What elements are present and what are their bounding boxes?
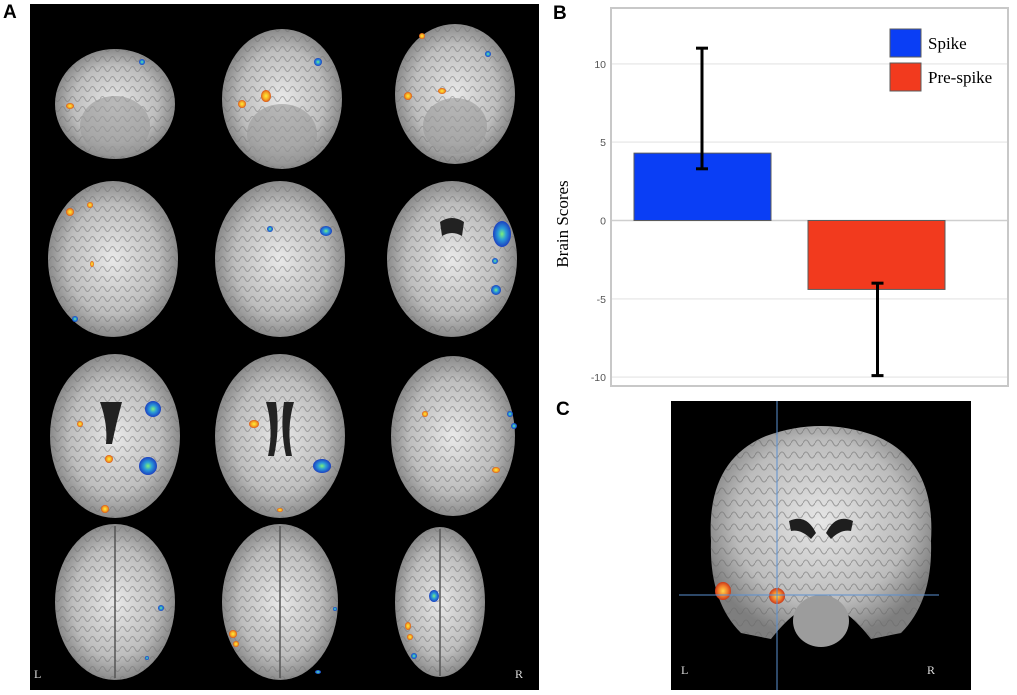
slice-r4-c3: [395, 527, 485, 677]
legend: Spike Pre-spike: [889, 28, 992, 92]
y-tick-label: -5: [597, 294, 606, 306]
legend-label-spike: Spike: [928, 34, 967, 53]
y-tick-label: 10: [594, 59, 606, 71]
slice-r3-c1: [50, 354, 180, 518]
panel-b-bar-chart: 10 5 0 -5 -10 Brain Scores Spike Pre-spike: [548, 4, 1014, 390]
y-tick-label: 5: [600, 137, 606, 149]
panel-c-letter: C: [556, 399, 570, 420]
y-tick-label: 0: [600, 216, 606, 228]
y-axis-label: Brain Scores: [553, 180, 572, 267]
bar-pre-spike: [807, 220, 946, 290]
axial-slices-figure: [48, 24, 517, 680]
panel-c-coronal-slice: L R: [671, 401, 971, 690]
coronal-slice-figure: [679, 401, 939, 690]
slice-r2-c2: [215, 181, 345, 337]
panel-a-letter: A: [3, 2, 17, 23]
slice-r3-c3: [391, 356, 517, 516]
slice-r2-c3: [387, 181, 517, 337]
slice-r1-c3: [395, 24, 515, 164]
panel-a-axial-slices: L R: [30, 4, 539, 690]
panel-a-right-label: R: [514, 667, 523, 681]
slice-r1-c1: [55, 49, 175, 159]
panel-a-left-label: L: [34, 667, 42, 681]
slice-r1-c2: [222, 29, 342, 169]
brain-scores-chart: 10 5 0 -5 -10 Brain Scores Spike Pre-spike: [553, 7, 1009, 387]
slice-r4-c2: [222, 524, 338, 680]
y-tick-label: -10: [591, 372, 606, 384]
legend-swatch-pre-spike: [889, 62, 922, 92]
panel-c-right-label: R: [926, 663, 935, 677]
panel-b-letter: B: [553, 3, 567, 24]
legend-label-pre-spike: Pre-spike: [928, 68, 992, 87]
slice-r2-c1: [48, 181, 178, 337]
plot-frame: [610, 7, 1009, 387]
legend-swatch-spike: [889, 28, 922, 58]
slice-r3-c2: [215, 354, 345, 518]
activation-cluster-left: [715, 582, 731, 600]
slice-r4-c1: [55, 524, 175, 680]
panel-c-left-label: L: [681, 663, 689, 677]
